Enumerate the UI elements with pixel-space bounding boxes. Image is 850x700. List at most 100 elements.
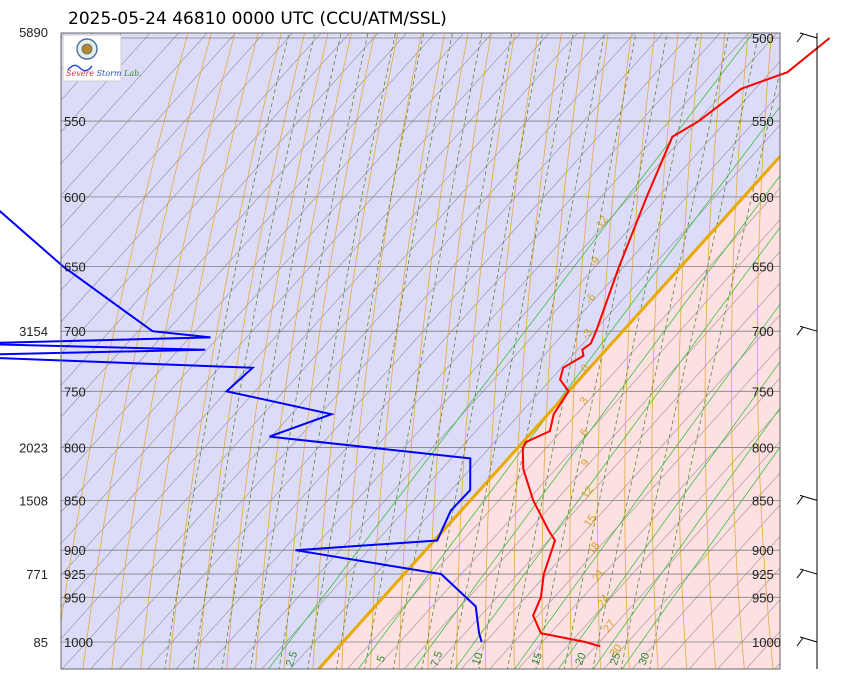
pressure-label-left: 750 (64, 384, 86, 399)
dry-adiabat-line (513, 33, 562, 669)
pressure-label-left: 550 (64, 114, 86, 129)
wind-barb (799, 32, 818, 39)
pressure-label-right: 800 (752, 441, 774, 456)
isobars (61, 37, 780, 643)
pressure-label-right: 600 (752, 190, 774, 205)
height-label: 85 (34, 635, 48, 650)
mixing-ratio-labels: 2.5 5 7.5 10 15 20 25 30 (284, 650, 652, 668)
isotherm-line (517, 377, 780, 669)
isotherm-line (61, 33, 522, 545)
height-label: 771 (26, 567, 48, 582)
wind-barb-flag (796, 637, 804, 647)
isotherm-line (118, 33, 693, 669)
wind-barb-flag (796, 326, 804, 336)
pressure-label-right: 925 (752, 567, 774, 582)
moist-adiabat-line (278, 33, 396, 669)
isotherm-line (789, 2, 850, 684)
mixing-ratio-label: 25 (608, 651, 623, 667)
pressure-label-right: 900 (752, 543, 774, 558)
isotherm-line (61, 33, 607, 640)
pressure-label-right: 500 (752, 31, 774, 46)
pressure-label-right: 850 (752, 493, 774, 508)
dry-adiabat-line (809, 2, 833, 684)
isotherm-line (61, 33, 436, 450)
isotherm-line (61, 33, 237, 228)
mixing-ratio-line (514, 303, 780, 669)
mixing-ratio-label: 15 (530, 651, 545, 667)
dry-adiabat-line (783, 2, 804, 684)
dry-adiabat-line (569, 33, 609, 669)
dry-adiabat-line (197, 33, 306, 669)
moist-adiabat-line (392, 33, 513, 669)
isotherm-label: 33 (615, 666, 632, 683)
dry-adiabat-line (61, 33, 189, 624)
isotherm-line (631, 504, 780, 669)
isotherm-line (846, 2, 850, 684)
isotherm-line (175, 33, 750, 669)
moist-adiabat-line (620, 33, 760, 669)
logo-text-part: Storm (94, 69, 122, 78)
moist-adiabat-line (335, 33, 453, 669)
moist-adiabat-line (192, 33, 316, 669)
wind-barb (799, 636, 818, 643)
pressure-label-left: 900 (64, 543, 86, 558)
height-label: 1508 (19, 493, 48, 508)
pressure-label-left: 925 (64, 567, 86, 582)
mixing-ratio-label: 10 (470, 651, 485, 667)
wind-barb-flag (796, 569, 804, 579)
isotherm-line (61, 33, 493, 513)
dry-adiabat-line (541, 33, 586, 669)
isotherm-label: 21 (590, 567, 607, 584)
plot-frame (60, 32, 781, 670)
mixing-ratio-label: 30 (637, 651, 652, 667)
dry-adiabat-line (704, 33, 726, 669)
isotherm-line (232, 60, 780, 669)
isotherm-line (375, 219, 780, 669)
isotherm-line (61, 33, 636, 669)
isotherm-line (688, 567, 780, 669)
isotherm-label: 9 (579, 457, 592, 469)
dry-adiabat-line (731, 33, 749, 669)
logo-text: Severe Storm Lab. (66, 69, 142, 78)
isotherm-line (61, 33, 408, 418)
mixing-ratio-label: 7.5 (429, 650, 446, 668)
isotherm-line (346, 187, 780, 669)
height-labels: 5890 3154 2023 1508 771 85 (19, 25, 48, 650)
isotherm-label: 6 (578, 427, 591, 439)
isotherm-line (61, 33, 151, 133)
logo-text-part: Lab. (122, 69, 142, 78)
dry-adiabat-line (757, 33, 774, 669)
isotherm-line (489, 345, 780, 669)
wind-barb (799, 325, 818, 332)
isotherm-label: 24 (595, 593, 612, 610)
pressure-label-right: 650 (752, 260, 774, 275)
dry-adiabat-line (341, 33, 422, 669)
mixing-ratio-line (454, 226, 780, 669)
pressure-labels-left: 550 600 650 700 750 800 850 900 925 950 1000 (64, 114, 93, 650)
dry-adiabat-line (597, 33, 632, 669)
mixing-ratio-line (267, 33, 754, 669)
moist-adiabat-line (221, 33, 342, 669)
isotherm-line (460, 314, 780, 669)
isotherm-line (61, 33, 579, 608)
wind-barb (799, 494, 818, 501)
isotherm-line (546, 409, 780, 669)
mixing-ratio-label: 5 (375, 654, 388, 664)
isotherm-line (61, 33, 465, 481)
moist-adiabat-line (249, 33, 369, 669)
pressure-label-right: 700 (752, 324, 774, 339)
pressure-label-left: 700 (64, 324, 86, 339)
dry-adiabat-line (624, 33, 656, 669)
height-label: 3154 (19, 324, 48, 339)
mixing-ratio-label: 20 (573, 651, 588, 667)
isotherm-line (61, 33, 550, 576)
isotherm-label: 27 (601, 618, 618, 635)
isotherm-label: 0 (579, 362, 592, 374)
isotherm-line (204, 33, 778, 669)
logo: Severe Storm Lab. (62, 34, 142, 82)
pressure-label-right: 950 (752, 590, 774, 605)
isotherm-line (818, 2, 850, 684)
dry-adiabat-line (168, 33, 282, 669)
